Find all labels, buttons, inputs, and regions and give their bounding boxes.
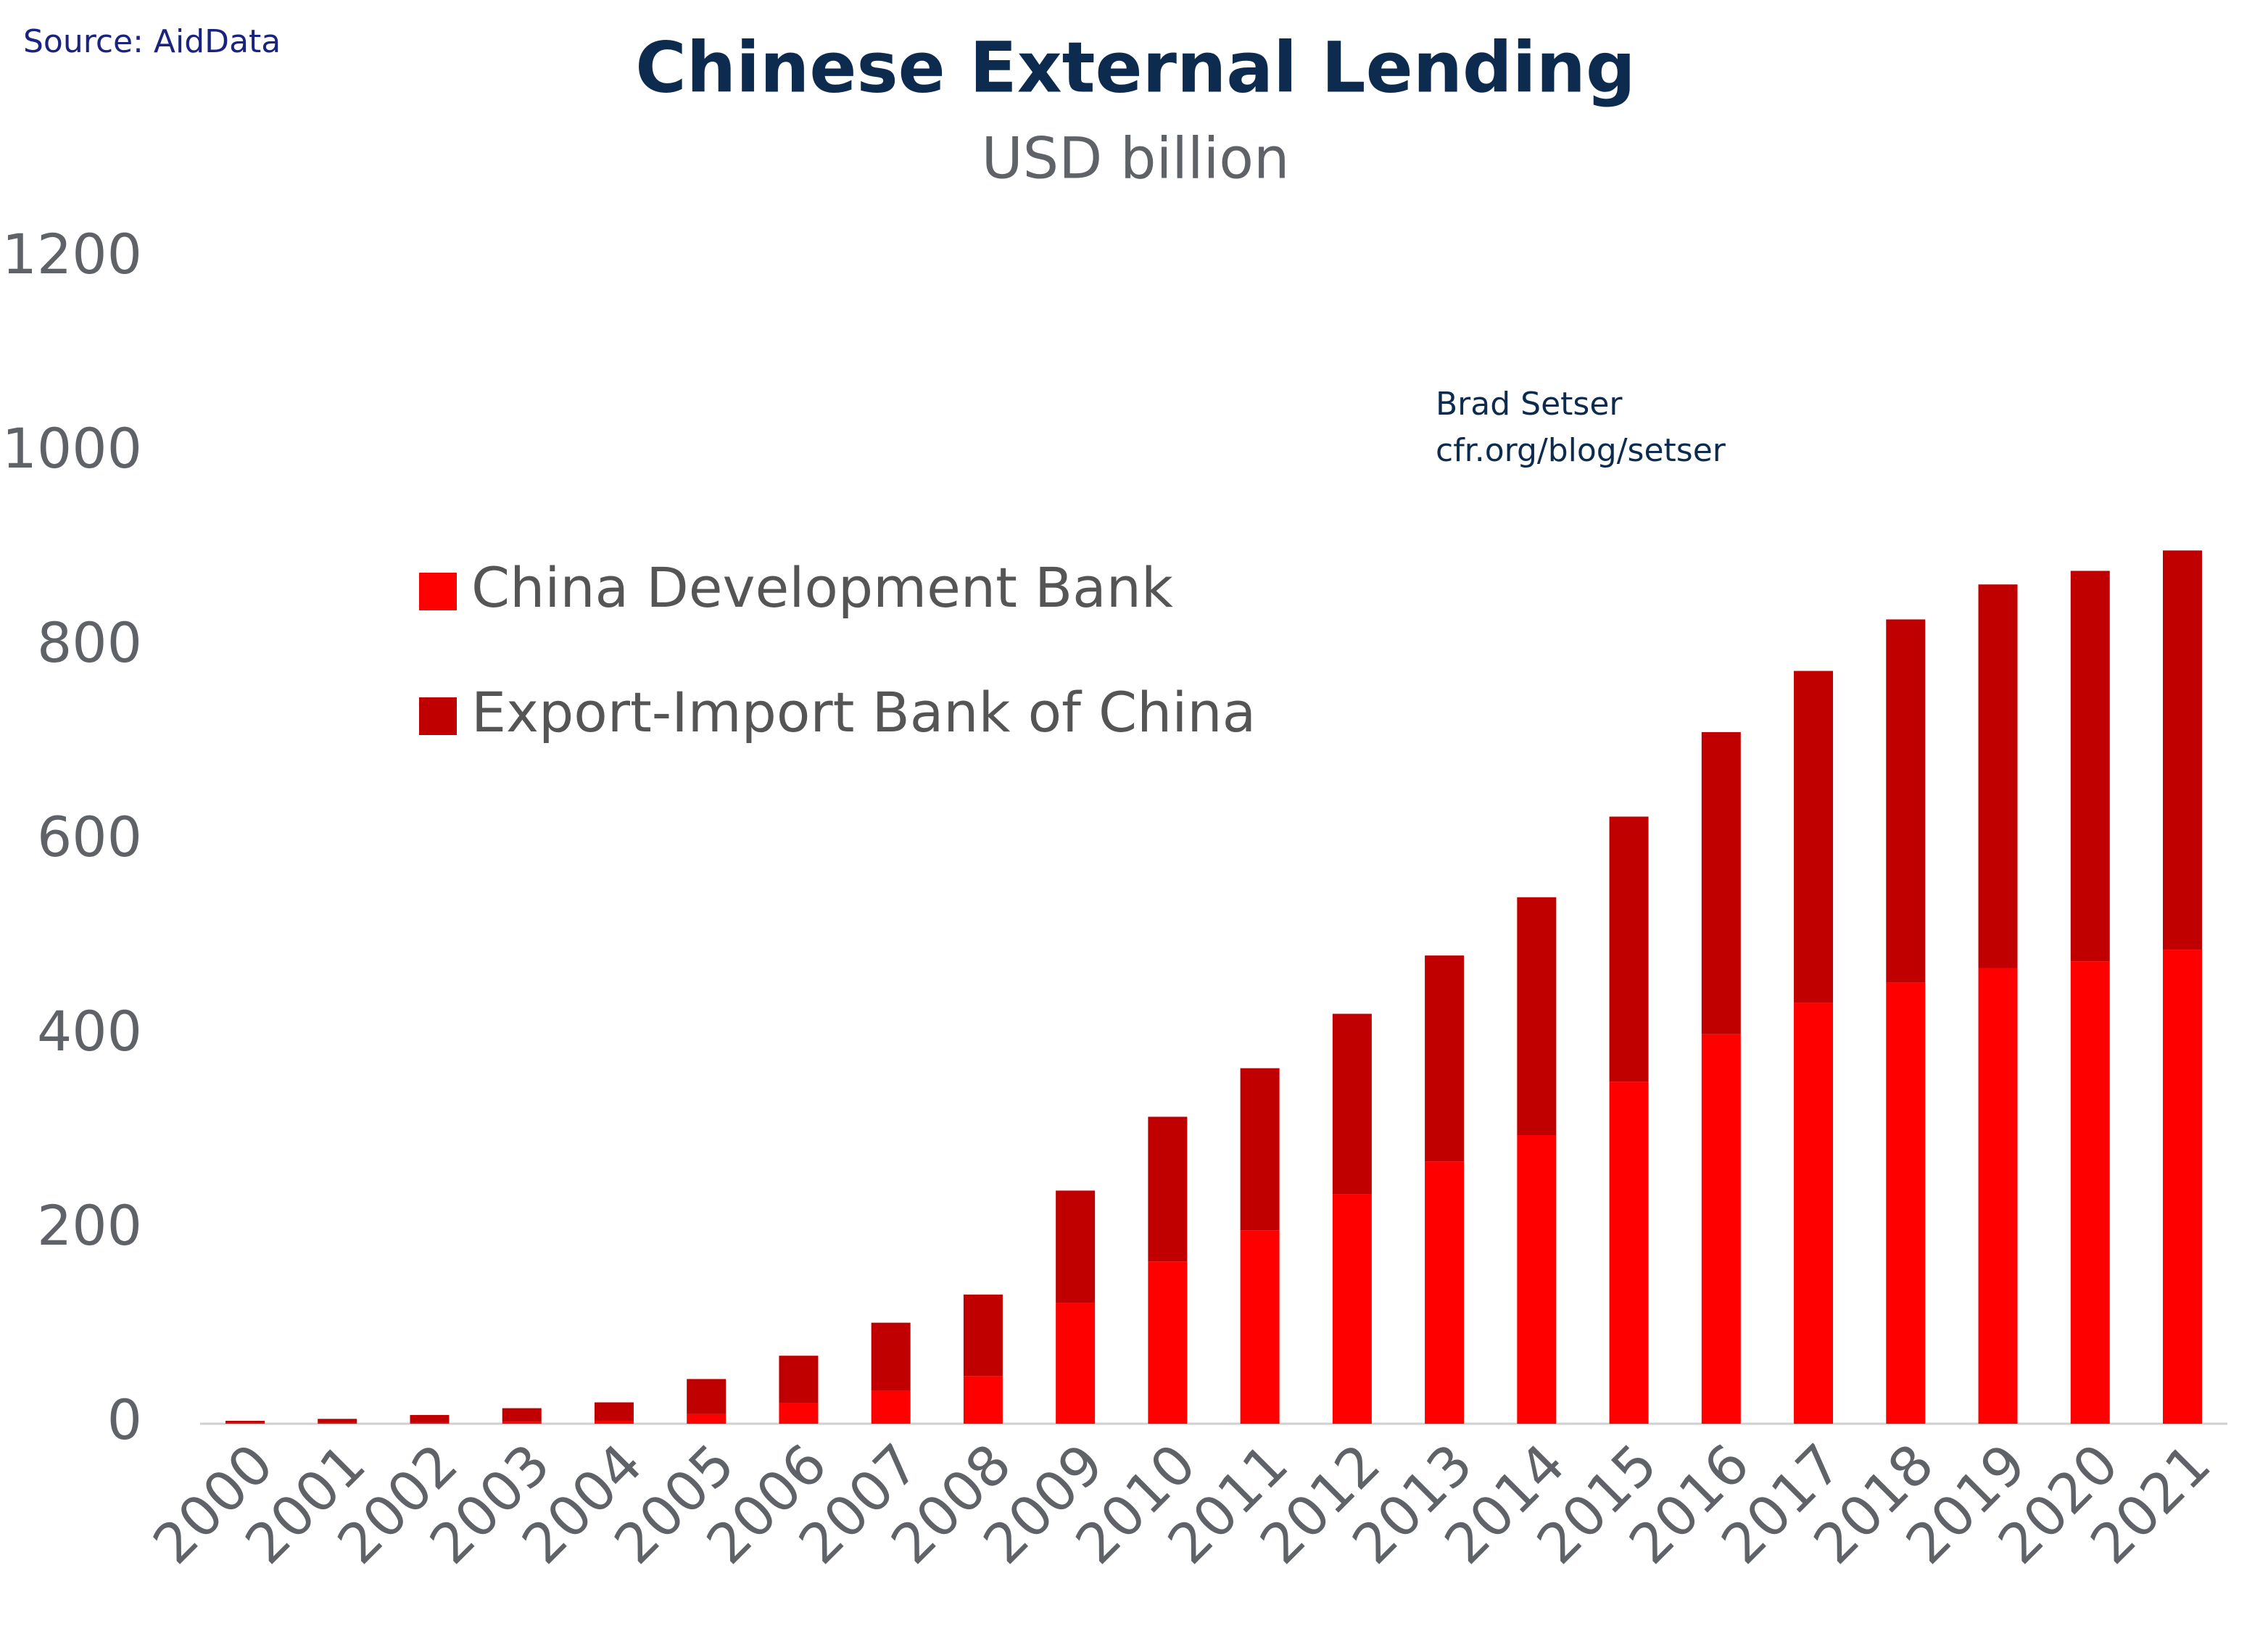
bar-segment (1056, 1303, 1096, 1424)
bar-segment (1332, 1194, 1372, 1424)
bar-segment (1425, 1161, 1465, 1424)
bar-segment (594, 1402, 634, 1421)
bar-segment (1425, 955, 1465, 1162)
bar-segment (318, 1419, 357, 1423)
bar-segment (871, 1390, 911, 1424)
bar-segment (779, 1403, 819, 1424)
bar-segment (1332, 1013, 1372, 1195)
bar-segment (225, 1422, 265, 1424)
bar-segment (410, 1414, 450, 1423)
bar-segment (687, 1379, 727, 1414)
bar-segment (1517, 1135, 1557, 1424)
y-tick-label: 200 (37, 1193, 142, 1258)
bar-segment (687, 1414, 727, 1424)
bar-segment (1794, 1003, 1834, 1424)
bar-segment (2163, 550, 2202, 950)
annotation: Brad Setser (1436, 386, 1623, 423)
bar-segment (1794, 671, 1834, 1003)
bar-segment (1886, 982, 1926, 1424)
bar-segment (502, 1422, 542, 1424)
source: Source: AidData (23, 23, 281, 60)
bar-segment (1978, 584, 2018, 968)
legend-swatch (419, 697, 457, 735)
bar-segment (1978, 968, 2018, 1424)
chart-title: Chinese External Lending (635, 27, 1635, 108)
bar-segment (1701, 731, 1741, 1034)
bar-segment (871, 1322, 911, 1391)
bar-segment (2163, 950, 2202, 1424)
annotation: cfr.org/blog/setser (1436, 432, 1726, 469)
chart-subtitle: USD billion (982, 126, 1290, 191)
bar-segment (963, 1294, 1003, 1377)
bar-segment (1886, 619, 1926, 983)
bar-segment (1148, 1261, 1188, 1424)
bar-segment (1517, 897, 1557, 1136)
legend-swatch (419, 573, 457, 610)
bar-segment (1609, 816, 1649, 1082)
y-tick-label: 400 (37, 999, 142, 1063)
bar-segment (410, 1422, 450, 1424)
y-tick-label: 1000 (2, 416, 142, 481)
y-tick-label: 1200 (2, 222, 142, 286)
bar-segment (1056, 1190, 1096, 1303)
bar-segment (779, 1356, 819, 1403)
bar-segment (1240, 1068, 1280, 1231)
bar-segment (2070, 571, 2110, 962)
bar-segment (225, 1420, 265, 1423)
legend-label: China Development Bank (471, 555, 1173, 620)
bar-segment (1148, 1116, 1188, 1262)
y-tick-label: 600 (37, 805, 142, 869)
bar-segment (594, 1420, 634, 1424)
bar-segment (2070, 961, 2110, 1424)
bar-segment (1701, 1034, 1741, 1424)
legend-label: Export-Import Bank of China (471, 680, 1256, 744)
y-tick-label: 0 (107, 1387, 142, 1452)
bar-segment (1609, 1082, 1649, 1424)
y-tick-label: 800 (37, 610, 142, 675)
bar-segment (502, 1408, 542, 1422)
bar-segment (318, 1422, 357, 1424)
bar-segment (1240, 1230, 1280, 1424)
bar-segment (963, 1376, 1003, 1424)
